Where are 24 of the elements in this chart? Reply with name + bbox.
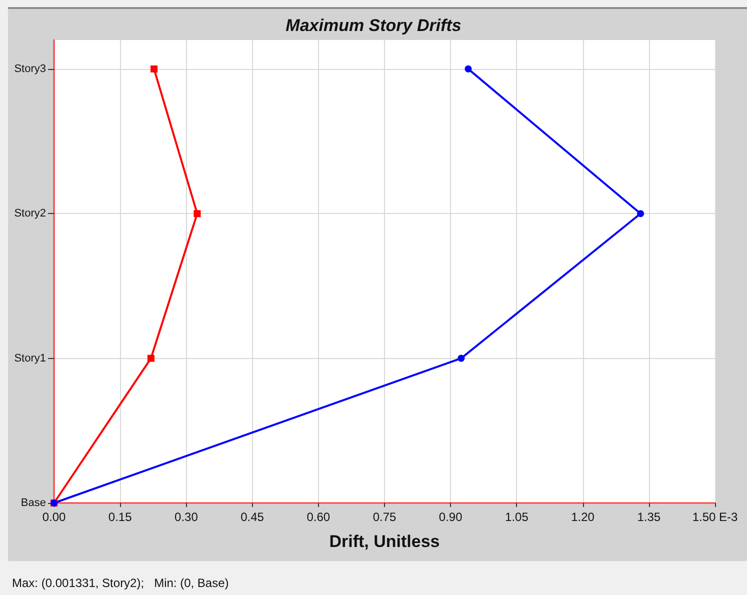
x-tick-label: 1.20 [571, 510, 595, 524]
y-tick-label: Story3 [14, 62, 46, 75]
point [637, 210, 644, 218]
y-tick-label: Story1 [14, 352, 46, 364]
y-tick-label: Story2 [14, 208, 46, 220]
x-tick-label: 0.90 [438, 510, 463, 524]
point [150, 65, 158, 72]
y-tick-label: Base [20, 497, 46, 509]
x-tick-label: 0.15 [108, 510, 132, 524]
x-axis-title: Drift, Unitless [329, 532, 440, 551]
x-tick-label: 0.75 [372, 510, 396, 524]
point [194, 210, 201, 218]
chart-title: Maximum Story Drifts [286, 16, 462, 35]
x-tick-label: 0.45 [240, 510, 264, 524]
x-tick-label: 1.05 [505, 510, 529, 524]
point [464, 65, 472, 72]
point [147, 354, 154, 362]
x-tick-label: 0.30 [174, 510, 198, 524]
x-tick-label: 0.00 [42, 510, 66, 524]
point [458, 354, 465, 362]
text: Max: (0.001331, Story2); Min: (0, Base) [12, 576, 229, 590]
x-tick-label: 1.50 E-3 [692, 510, 738, 524]
x-tick-label: 0.60 [306, 510, 330, 524]
x-tick-label: 1.35 [637, 510, 661, 524]
